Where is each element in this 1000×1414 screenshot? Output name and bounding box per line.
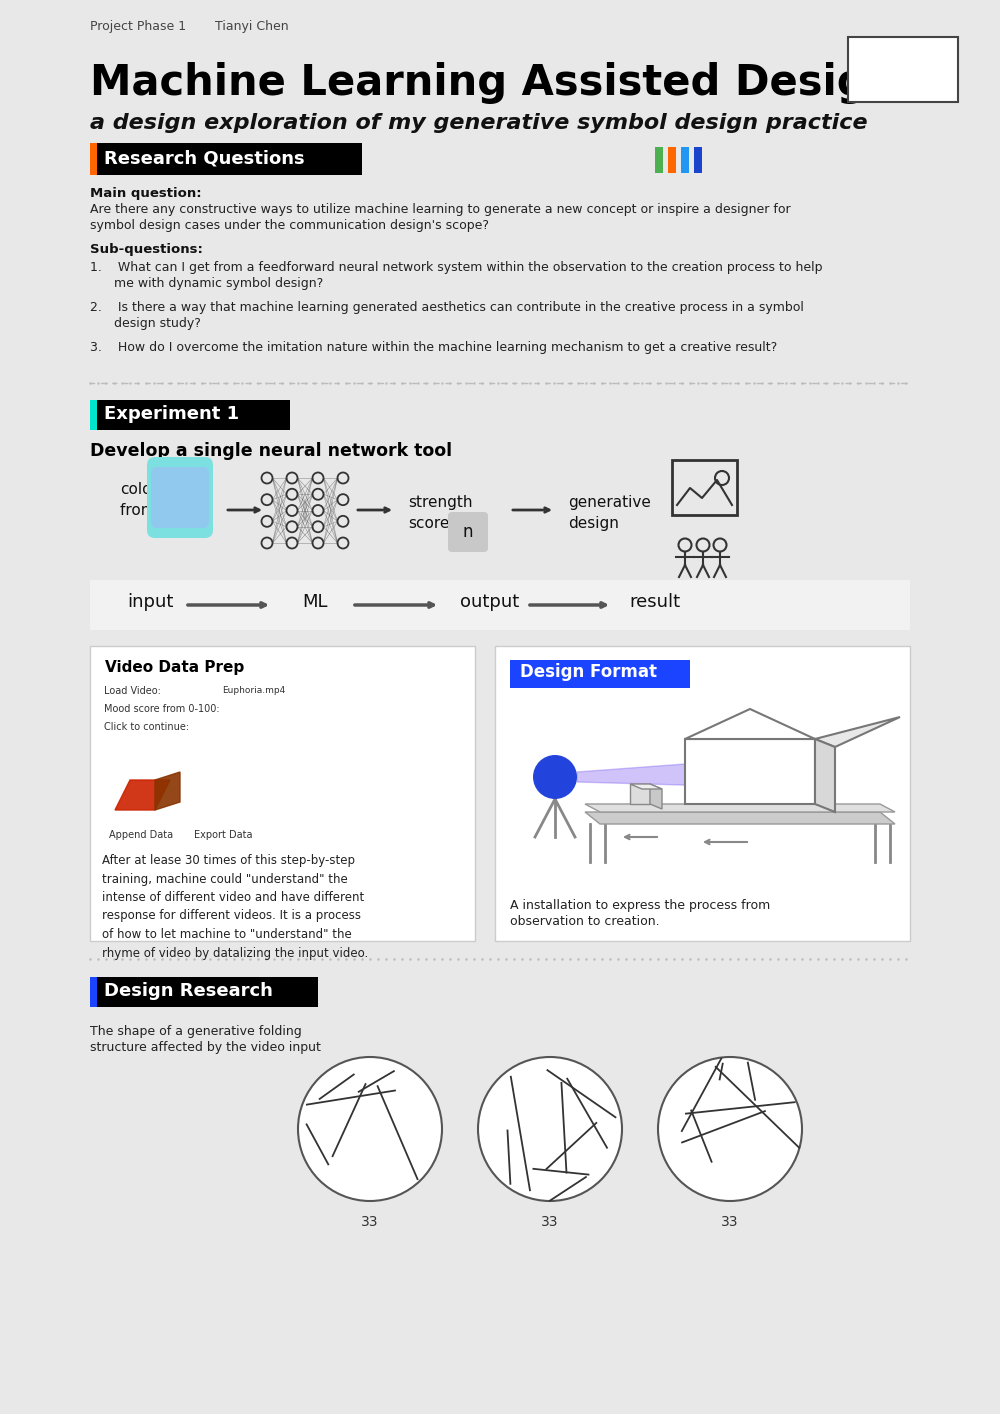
Circle shape — [478, 1058, 622, 1200]
Text: ML: ML — [302, 592, 328, 611]
Text: Develop a single neural network tool: Develop a single neural network tool — [90, 443, 452, 460]
Text: generative
design: generative design — [568, 495, 651, 532]
Bar — [230, 740, 347, 819]
Bar — [102, 740, 220, 819]
Text: 33: 33 — [541, 1215, 559, 1229]
Bar — [188, 826, 258, 844]
Text: observation to creation.: observation to creation. — [510, 915, 660, 928]
Text: 1.    What can I get from a feedforward neural network system within the observa: 1. What can I get from a feedforward neu… — [90, 262, 822, 274]
Text: symbol design cases under the communication design's scope?: symbol design cases under the communicat… — [90, 219, 489, 232]
Text: Euphoria.mp4: Euphoria.mp4 — [222, 686, 285, 696]
Bar — [668, 147, 676, 173]
Text: Design.: Design. — [874, 72, 932, 88]
Text: A installation to express the process from: A installation to express the process fr… — [510, 899, 770, 912]
Polygon shape — [630, 783, 650, 805]
Text: Research Questions: Research Questions — [104, 148, 305, 167]
Text: 0: 0 — [282, 773, 296, 793]
Text: Design Research: Design Research — [104, 981, 273, 1000]
Polygon shape — [577, 754, 820, 789]
Text: output: output — [460, 592, 520, 611]
Text: ABsent: ABsent — [876, 52, 930, 66]
Bar — [90, 400, 290, 430]
Text: me with dynamic symbol design?: me with dynamic symbol design? — [90, 277, 323, 290]
Polygon shape — [815, 717, 900, 747]
Text: Load Video:: Load Video: — [104, 686, 161, 696]
Bar — [681, 147, 689, 173]
Text: structure affected by the video input: structure affected by the video input — [90, 1041, 321, 1053]
Text: Main question:: Main question: — [90, 187, 202, 199]
Bar — [90, 400, 97, 430]
Bar — [694, 147, 702, 173]
FancyBboxPatch shape — [151, 467, 209, 527]
Text: strength
score: strength score — [408, 495, 473, 532]
Bar — [510, 660, 690, 689]
Polygon shape — [585, 812, 895, 824]
Text: design study?: design study? — [90, 317, 201, 329]
Polygon shape — [815, 740, 835, 812]
Bar — [90, 977, 318, 1007]
Bar — [90, 977, 97, 1007]
Text: input: input — [127, 592, 173, 611]
Text: The shape of a generative folding: The shape of a generative folding — [90, 1025, 302, 1038]
Text: After at lease 30 times of this step-by-step
training, machine could "understand: After at lease 30 times of this step-by-… — [102, 854, 368, 960]
Text: Browse: Browse — [181, 686, 211, 696]
Polygon shape — [685, 708, 815, 740]
Bar — [175, 684, 217, 697]
Text: result: result — [629, 592, 681, 611]
Bar — [655, 147, 663, 173]
Polygon shape — [585, 805, 895, 812]
FancyBboxPatch shape — [448, 512, 488, 551]
Bar — [102, 684, 452, 699]
Bar — [90, 646, 475, 940]
Bar — [672, 460, 737, 515]
Circle shape — [298, 1058, 442, 1200]
Text: Video Data Prep: Video Data Prep — [105, 660, 244, 674]
Text: Experiment 1: Experiment 1 — [104, 404, 239, 423]
Polygon shape — [685, 740, 815, 805]
Polygon shape — [155, 772, 180, 810]
Text: Export Data: Export Data — [194, 830, 252, 840]
Bar — [495, 646, 910, 940]
Polygon shape — [630, 783, 662, 789]
Text: a design exploration of my generative symbol design practice: a design exploration of my generative sy… — [90, 113, 868, 133]
Text: Project Phase 1: Project Phase 1 — [90, 20, 186, 33]
Text: Design Format: Design Format — [520, 663, 657, 682]
Text: 3.    How do I overcome the imitation nature within the machine learning mechani: 3. How do I overcome the imitation natur… — [90, 341, 777, 354]
FancyBboxPatch shape — [147, 457, 213, 537]
Text: Click to continue:: Click to continue: — [104, 723, 189, 732]
Text: n: n — [463, 523, 473, 542]
Text: 2.    Is there a way that machine learning generated aesthetics can contribute i: 2. Is there a way that machine learning … — [90, 301, 804, 314]
Polygon shape — [650, 783, 662, 809]
Bar — [90, 143, 97, 175]
Text: Tianyi Chen: Tianyi Chen — [215, 20, 289, 33]
Text: 33: 33 — [361, 1215, 379, 1229]
Text: Mood score from 0-100:: Mood score from 0-100: — [104, 704, 220, 714]
Text: Are there any constructive ways to utilize machine learning to generate a new co: Are there any constructive ways to utili… — [90, 204, 791, 216]
Bar — [102, 826, 180, 844]
Circle shape — [533, 755, 577, 799]
Text: Sub-questions:: Sub-questions: — [90, 243, 203, 256]
Text: color
from video: color from video — [120, 482, 202, 518]
Bar — [102, 701, 452, 715]
Bar — [102, 720, 232, 734]
Text: 33: 33 — [721, 1215, 739, 1229]
Bar — [90, 580, 910, 631]
Polygon shape — [115, 781, 170, 810]
Bar — [505, 701, 900, 887]
Bar — [848, 37, 958, 102]
Text: Machine Learning Assisted Design:: Machine Learning Assisted Design: — [90, 62, 913, 105]
Bar — [90, 143, 362, 175]
Circle shape — [658, 1058, 802, 1200]
Text: Append Data: Append Data — [109, 830, 173, 840]
